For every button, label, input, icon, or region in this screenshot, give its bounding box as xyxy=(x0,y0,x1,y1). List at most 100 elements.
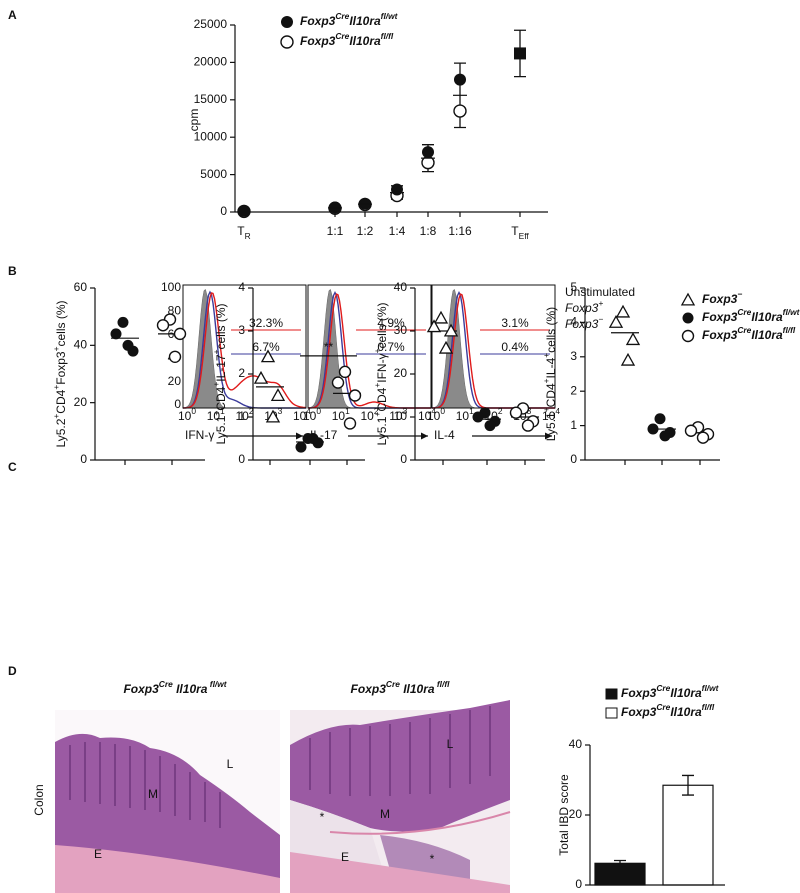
y-axis-label: Total IBD score xyxy=(557,774,571,856)
x-tick-label: 101 xyxy=(332,406,350,423)
y-axis-label-sup: + xyxy=(541,407,551,412)
y-axis-label-part: CD4 xyxy=(214,386,228,410)
y-axis-label: Ly5.1+CD4+IL-4+cells (%) xyxy=(541,307,558,441)
y-tick-label: 0 xyxy=(174,397,181,411)
x-tick-label: 101 xyxy=(207,406,225,423)
y-axis-label-part: Foxp3 xyxy=(54,351,68,385)
point xyxy=(521,419,535,432)
point xyxy=(331,376,345,389)
point xyxy=(173,327,187,341)
y-tick-label: 20000 xyxy=(194,55,228,69)
region-label: * xyxy=(430,852,435,866)
panel-label: B xyxy=(8,264,17,278)
legend-label-sup: − xyxy=(737,289,742,299)
legend-label-sup: fl/fl xyxy=(702,702,715,712)
gate-label: 32.3% xyxy=(249,316,283,330)
x-tick-label: 100 xyxy=(178,406,196,423)
y-tick-label: 40 xyxy=(74,338,88,352)
histogram-unstimulated xyxy=(182,288,306,409)
point xyxy=(453,104,467,118)
panel-label: D xyxy=(8,664,17,678)
histogram-frame xyxy=(307,284,432,409)
point xyxy=(426,319,442,333)
point xyxy=(238,204,250,217)
row-label: Colon xyxy=(32,784,46,815)
x-tick-label: 1:4 xyxy=(389,224,406,238)
x-tick-label: 103 xyxy=(389,406,407,423)
histogram-unstimulated xyxy=(431,288,555,409)
point xyxy=(343,417,357,430)
legend-label: Foxp3CreIl10rafl/fl xyxy=(300,31,394,48)
crypts xyxy=(309,706,491,796)
point xyxy=(295,441,307,453)
y-axis-label-sup: + xyxy=(372,348,382,353)
point xyxy=(281,16,293,28)
image-title: Foxp3Cre Il10ra fl/fl xyxy=(351,679,451,696)
point xyxy=(438,340,454,354)
legend-label-part: Foxp3 xyxy=(621,705,657,719)
point xyxy=(509,406,523,419)
point xyxy=(156,319,170,332)
muscle xyxy=(55,845,280,893)
point xyxy=(122,339,134,351)
point xyxy=(307,433,319,444)
y-tick-label: 2 xyxy=(238,366,245,380)
y-tick-label: 2 xyxy=(570,383,577,397)
x-tick-label-sup: 1 xyxy=(469,406,474,416)
x-tick-label-sup: 0 xyxy=(191,406,196,416)
legend-label-part: Il10ra xyxy=(349,14,381,28)
point xyxy=(514,47,526,60)
x-tick-label-part: 10 xyxy=(418,409,432,423)
y-tick-label: 20 xyxy=(74,395,88,409)
legend-label-part: Il10ra xyxy=(751,328,783,342)
y-axis-label-sup: + xyxy=(211,349,221,354)
x-tick-label: 1:1 xyxy=(327,224,344,238)
x-tick-label-part: 10 xyxy=(235,409,249,423)
y-tick-label: 0 xyxy=(575,877,582,891)
x-tick-label-sup: 2 xyxy=(374,406,379,416)
point xyxy=(696,431,710,444)
gate-label: 4.9% xyxy=(377,316,405,330)
y-axis-label-part: CD4 xyxy=(544,383,558,407)
y-tick-label: 40 xyxy=(569,737,583,751)
y-axis-label-part: CD4 xyxy=(375,387,389,411)
region-label: * xyxy=(320,810,325,824)
point xyxy=(454,73,466,86)
y-axis-label-part: Ly5.1 xyxy=(214,415,228,444)
x-tick-label: 104 xyxy=(418,406,436,423)
legend-swatch xyxy=(605,707,618,719)
point xyxy=(659,430,671,442)
x-tick-label-part: 10 xyxy=(389,409,403,423)
point xyxy=(608,315,624,328)
gate-label: 0.7% xyxy=(377,340,405,354)
x-tick-label: 101 xyxy=(456,406,474,423)
y-tick-label: 0 xyxy=(220,204,227,218)
image-title-part: Foxp3 xyxy=(123,682,159,696)
y-axis-label-part: IFN-γ xyxy=(375,353,389,382)
y-axis-label-sup: + xyxy=(372,412,382,417)
x-tick-label-part: 10 xyxy=(303,409,317,423)
x-tick-label-part: 10 xyxy=(293,409,307,423)
x-tick-label-part: 10 xyxy=(427,409,441,423)
significance-label: ** xyxy=(324,340,334,354)
region-label: M xyxy=(148,787,158,801)
legend-label-sup: Cre xyxy=(335,11,349,21)
y-axis-label-sup: + xyxy=(51,346,61,351)
y-axis-label-sup: + xyxy=(541,353,551,358)
legend-label-part: Foxp3 xyxy=(300,14,336,28)
point xyxy=(270,388,286,401)
y-tick-label: 10000 xyxy=(194,129,228,143)
point xyxy=(443,323,459,337)
legend-label-part: Il10ra xyxy=(751,310,783,324)
point xyxy=(654,413,666,425)
image-title-part: Il10ra xyxy=(400,682,435,696)
y-axis-label-sup: + xyxy=(51,414,61,419)
legend-label-part: Il10ra xyxy=(670,686,702,700)
x-tick-label-sup: 0 xyxy=(440,406,445,416)
point xyxy=(647,423,659,435)
y-axis-label: Ly5.2+CD4+Foxp3+cells (%) xyxy=(51,300,68,447)
y-tick-label: 3 xyxy=(238,323,245,337)
panel-label: A xyxy=(8,8,17,22)
x-tick-label-part: T xyxy=(237,224,245,238)
